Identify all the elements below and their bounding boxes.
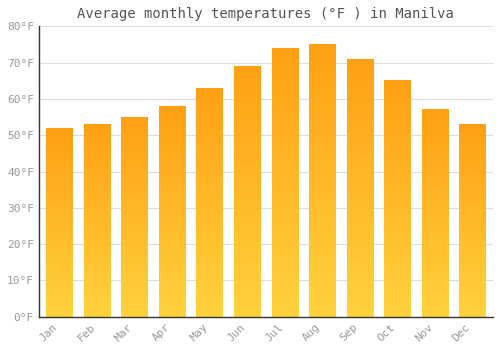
Title: Average monthly temperatures (°F ) in Manilva: Average monthly temperatures (°F ) in Ma… <box>78 7 454 21</box>
